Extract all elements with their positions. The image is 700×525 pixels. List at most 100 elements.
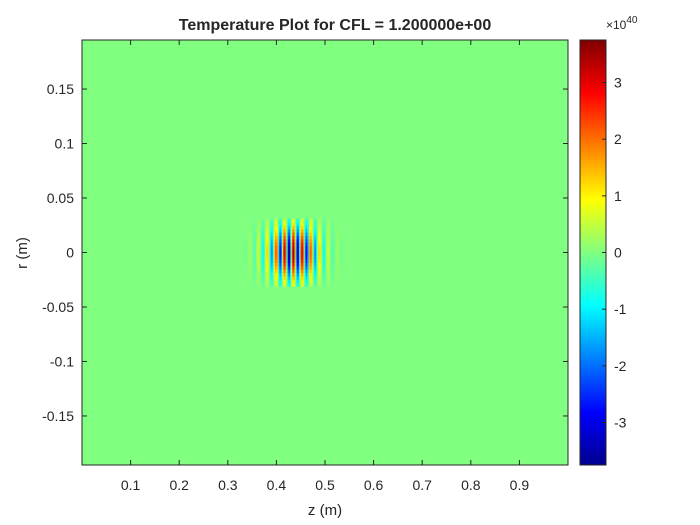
heatmap-cell — [325, 225, 327, 230]
heatmap-cell — [320, 249, 323, 253]
heatmap-cell — [314, 242, 317, 247]
heatmap-cell — [300, 249, 302, 253]
heatmap-cell — [249, 235, 251, 240]
heatmap-cell — [304, 228, 307, 233]
heatmap-cell — [284, 225, 286, 230]
heatmap-cell — [249, 272, 251, 277]
heatmap-cell — [304, 218, 307, 223]
heatmap-cell — [317, 259, 319, 264]
heatmap-cell — [274, 232, 276, 236]
heatmap-cell — [272, 262, 275, 267]
heatmap-cell — [263, 232, 266, 236]
heatmap-cell — [311, 222, 314, 226]
heatmap-cell — [267, 252, 269, 257]
heatmap-cell — [255, 238, 258, 243]
heatmap-cell — [316, 266, 318, 270]
heatmap-cell — [244, 266, 247, 270]
heatmap-cell — [261, 242, 264, 247]
heatmap-cell — [266, 228, 268, 233]
heatmap-cell — [294, 242, 297, 247]
heatmap-cell — [303, 242, 306, 247]
heatmap-cell — [268, 218, 270, 223]
heatmap-cell — [292, 272, 294, 277]
heatmap-cell — [333, 255, 335, 260]
heatmap-cell — [316, 238, 318, 243]
heatmap-cell — [284, 279, 286, 284]
heatmap-cell — [245, 242, 248, 247]
heatmap-cell — [320, 238, 323, 243]
heatmap-cell — [299, 259, 301, 264]
heatmap-cell — [259, 235, 261, 240]
heatmap-cell — [280, 266, 283, 270]
heatmap-cell — [290, 242, 292, 247]
heatmap-cell — [330, 249, 333, 253]
heatmap-cell — [269, 242, 272, 247]
heatmap-cell — [314, 245, 317, 250]
heatmap-cell — [328, 242, 331, 247]
heatmap-cell — [267, 276, 269, 280]
heatmap-cell — [296, 266, 299, 270]
heatmap-cell — [294, 222, 297, 226]
heatmap-cell — [291, 269, 293, 274]
heatmap-cell — [324, 252, 326, 257]
heatmap-cell — [302, 228, 305, 233]
heatmap-cell — [307, 228, 309, 233]
heatmap-cell — [279, 255, 282, 260]
heatmap-cell — [301, 266, 303, 270]
heatmap-cell — [252, 235, 255, 240]
heatmap-cell — [249, 252, 251, 257]
heatmap-cell — [319, 235, 322, 240]
heatmap-cell — [276, 272, 278, 277]
y-tick-label: 0.15 — [47, 81, 74, 97]
heatmap-cell — [305, 242, 308, 247]
heatmap-cell — [325, 262, 327, 267]
heatmap-cell — [275, 232, 277, 236]
heatmap-cell — [336, 238, 339, 243]
heatmap-cell — [283, 266, 285, 270]
heatmap-cell — [270, 218, 273, 223]
y-axis-label: r (m) — [14, 237, 31, 269]
heatmap-cell — [328, 249, 331, 253]
heatmap-cell — [260, 262, 263, 267]
heatmap-cell — [257, 249, 259, 253]
heatmap-cell — [294, 225, 297, 230]
heatmap-cell — [292, 282, 294, 287]
heatmap-cell — [295, 228, 298, 233]
heatmap-cell — [321, 262, 324, 267]
heatmap-cell — [320, 279, 323, 284]
heatmap-cell — [330, 228, 333, 233]
heatmap-cell — [300, 282, 302, 287]
heatmap-cell — [333, 232, 335, 236]
heatmap-cell — [287, 238, 290, 243]
heatmap-cell — [291, 245, 293, 250]
heatmap-cell — [309, 272, 311, 277]
heatmap-cell — [267, 255, 269, 260]
heatmap-cell — [330, 272, 333, 277]
heatmap-cell — [291, 242, 293, 247]
heatmap-cell — [310, 279, 312, 284]
heatmap-cell — [245, 249, 248, 253]
heatmap-cell — [270, 259, 273, 264]
heatmap-cell — [288, 225, 291, 230]
heatmap-cell — [288, 218, 291, 223]
heatmap-cell — [274, 238, 276, 243]
heatmap-cell — [293, 266, 295, 270]
heatmap-cell — [257, 252, 259, 257]
heatmap-cell — [248, 235, 250, 240]
heatmap-cell — [288, 259, 291, 264]
heatmap-cell — [254, 266, 257, 270]
heatmap-cell — [314, 266, 317, 270]
heatmap-cell — [329, 245, 332, 250]
heatmap-cell — [325, 269, 327, 274]
heatmap-cell — [292, 249, 294, 253]
heatmap-cell — [279, 272, 282, 277]
heatmap-cell — [261, 279, 264, 284]
heatmap-cell — [283, 225, 285, 230]
heatmap-cell — [258, 262, 260, 267]
heatmap-cell — [327, 232, 329, 236]
heatmap-cell — [274, 218, 276, 223]
heatmap-cell — [261, 259, 264, 264]
heatmap-cell — [254, 242, 257, 247]
heatmap-cell — [297, 269, 300, 274]
heatmap-cell — [293, 262, 295, 267]
